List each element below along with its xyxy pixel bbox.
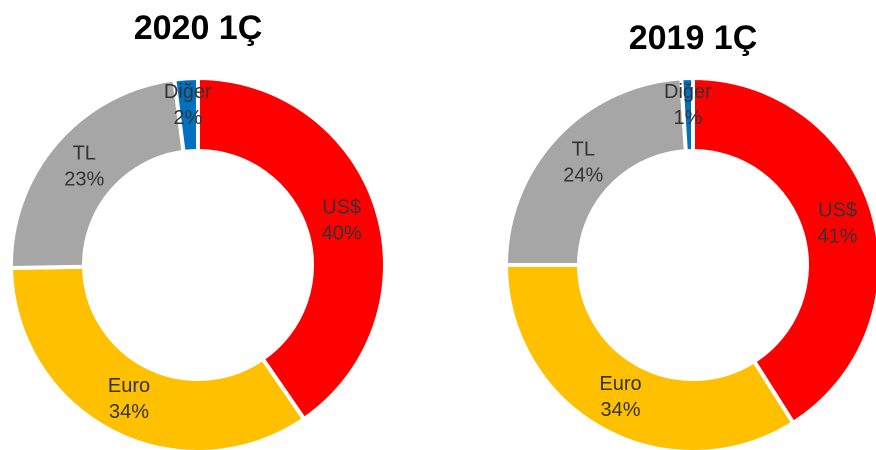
donut-slice — [172, 75, 200, 155]
donut-slice — [8, 264, 307, 450]
slice-label: US$ — [322, 197, 361, 219]
donut-slice — [503, 263, 796, 450]
slice-label: Diğer — [664, 81, 712, 103]
slice-value-label: 34% — [109, 401, 149, 423]
slice-value-label: 40% — [322, 223, 362, 245]
slice-value-label: 2% — [173, 107, 202, 129]
donut-slice — [679, 75, 695, 154]
slice-value-label: 24% — [563, 164, 603, 186]
donut-slice — [9, 77, 186, 270]
slice-label: Euro — [108, 375, 150, 397]
slice-value-label: 41% — [818, 225, 858, 247]
slice-label: US$ — [818, 199, 857, 221]
slice-label: TL — [73, 143, 96, 165]
slice-value-label: 23% — [64, 169, 104, 191]
chart-title: 2020 1Ç — [134, 9, 263, 47]
chart-title: 2019 1Ç — [629, 19, 758, 57]
donut-slice — [196, 75, 387, 422]
slice-label: TL — [572, 138, 595, 160]
donut-slice — [691, 75, 876, 426]
donut-slice — [503, 76, 688, 267]
slice-label: Diğer — [164, 81, 212, 103]
slice-value-label: 34% — [600, 399, 640, 421]
slice-label: Euro — [599, 373, 641, 395]
slice-value-label: 1% — [674, 107, 703, 129]
